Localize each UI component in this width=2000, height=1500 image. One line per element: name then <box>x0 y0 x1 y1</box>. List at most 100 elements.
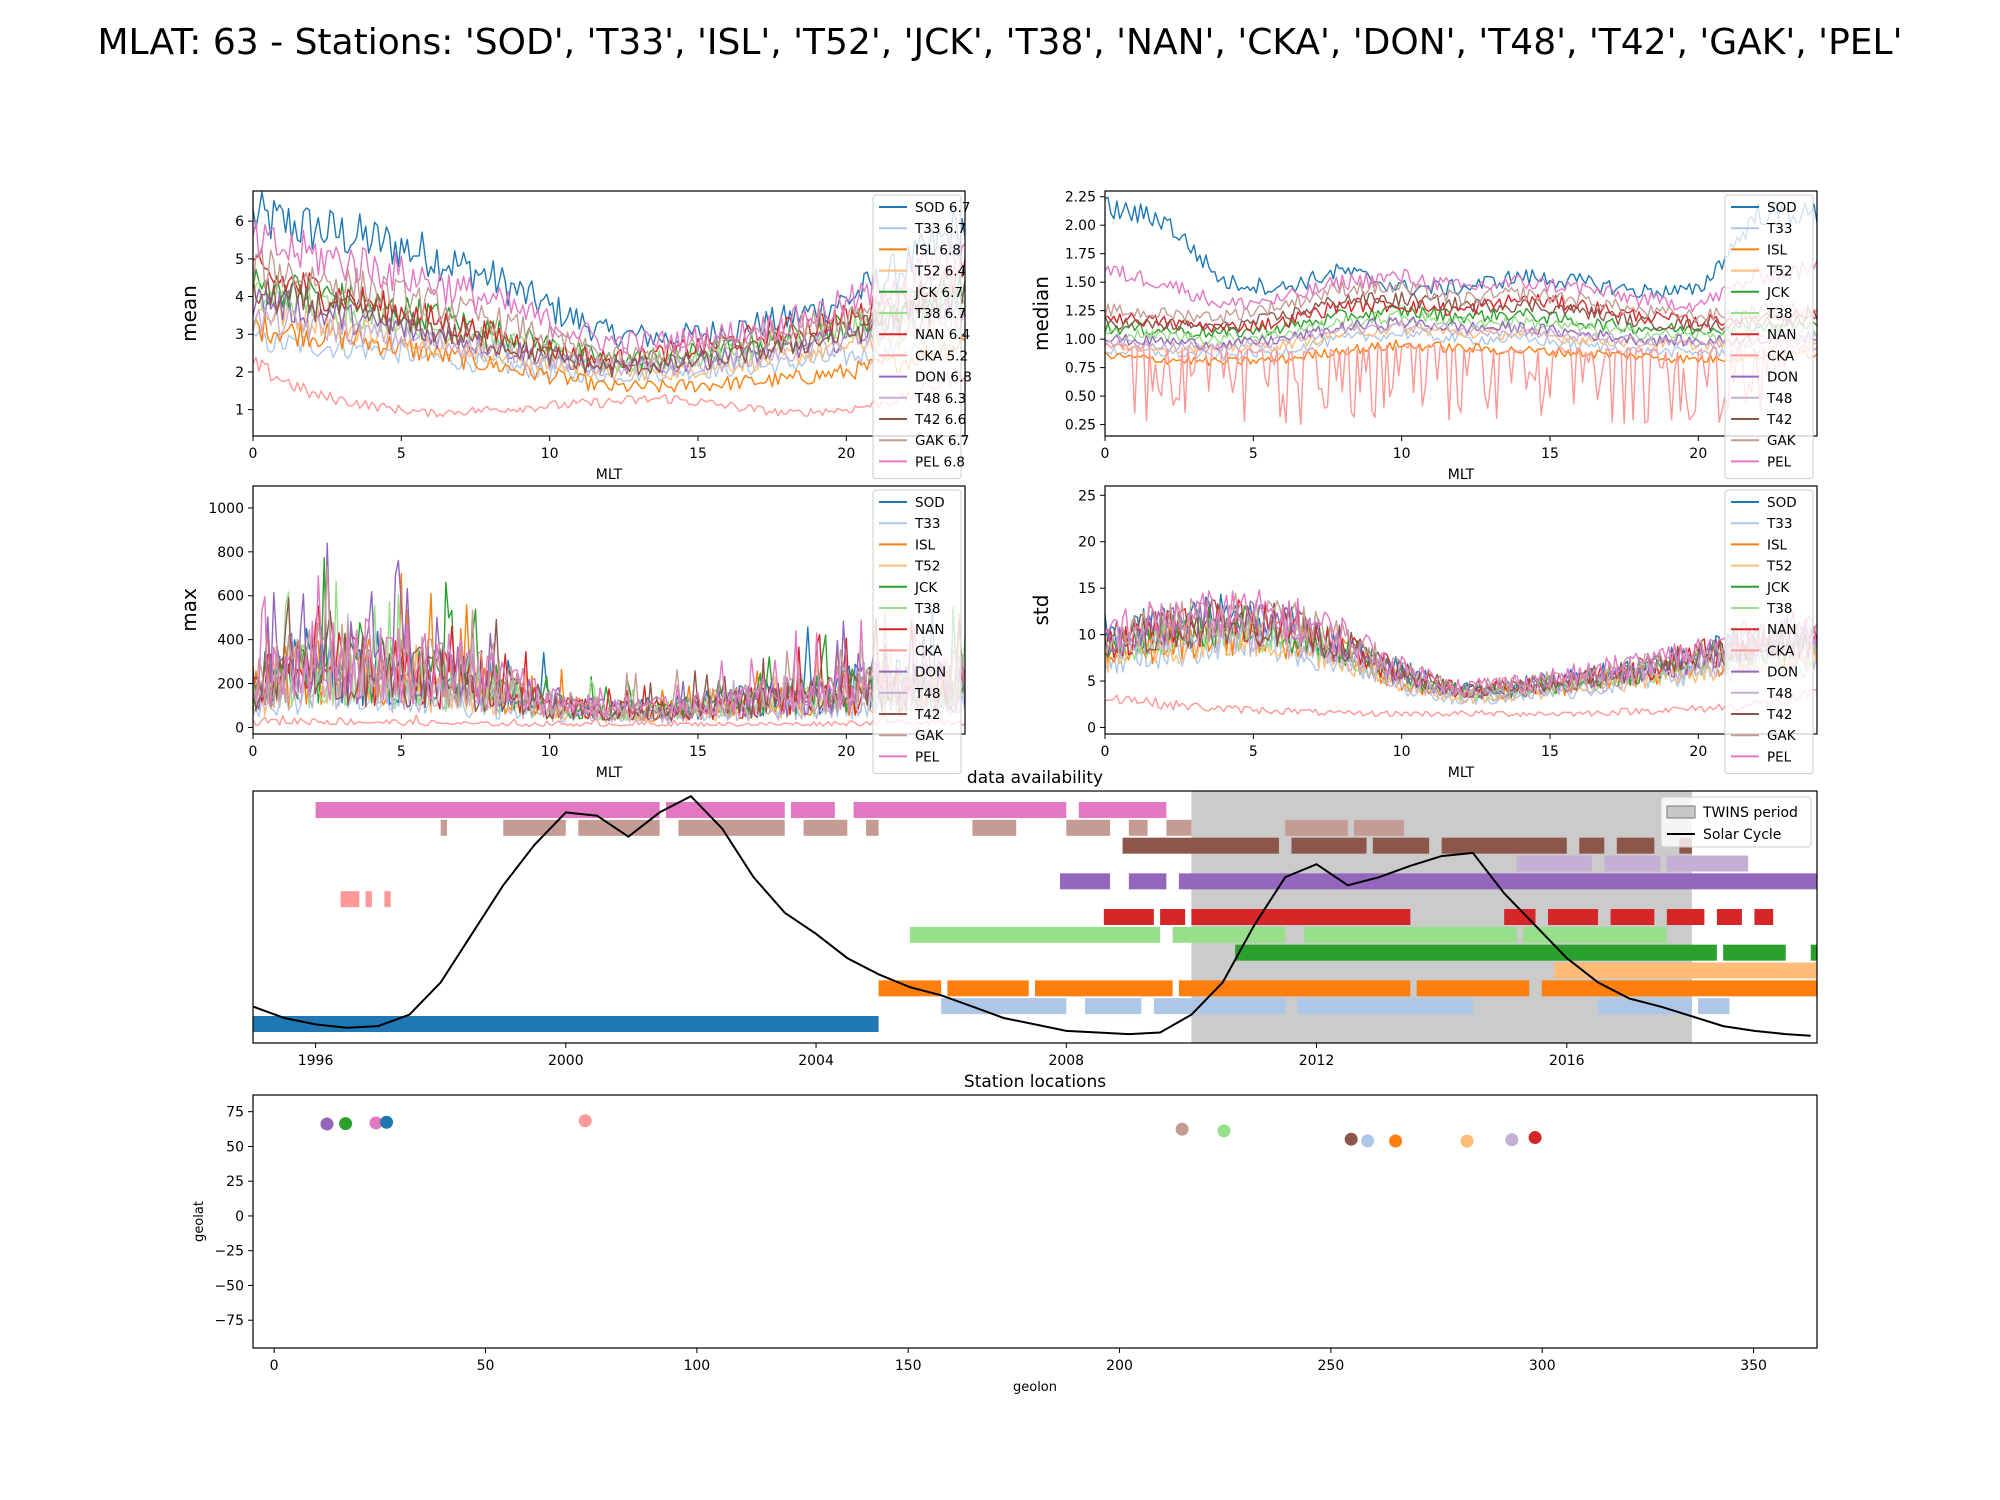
legend-label: ISL 6.8 <box>915 242 961 258</box>
series-line-SOD <box>1105 196 1817 299</box>
legend-label: CKA <box>915 643 943 659</box>
solar-cycle-line <box>253 794 1811 1037</box>
legend-swatch-twins <box>1666 805 1696 819</box>
panel-median-axes: 0 5 10 15 20 0.25 0.50 0.75 1.00 1.25 1.50 1.75 2.00… <box>1029 190 1818 483</box>
y-tick-label: 6 <box>235 214 244 230</box>
legend-label: T52 <box>1766 264 1792 280</box>
x-axis-label: MLT <box>1448 467 1475 483</box>
y-tick-label: 75 <box>226 1105 244 1121</box>
series-line-T48 <box>253 306 965 377</box>
series-line-NAN <box>253 254 965 372</box>
availability-bar-GAK <box>1128 819 1148 836</box>
y-tick-label: 0.50 <box>1065 389 1096 405</box>
y-tick-label: 2.25 <box>1065 190 1096 206</box>
legend-label: T52 6.4 <box>914 264 966 280</box>
panel-locations-axes: 0 50 100 150 200 250 300 350 −75 −50 −25 0 25 50 75 Sta… <box>192 1072 1818 1395</box>
y-tick-label: 1.00 <box>1065 332 1096 348</box>
y-tick-label: 200 <box>217 677 244 693</box>
availability-bar-CKA <box>365 891 372 908</box>
legend-label: JCK <box>1766 285 1790 301</box>
mean-legend: SOD 6.7 T33 6.7 ISL 6.8 T52 6.4 JCK 6.7 T38 6… <box>872 194 972 480</box>
x-tick-label: 20 <box>837 446 855 462</box>
x-tick-label: 2016 <box>1549 1053 1585 1069</box>
legend-label: T33 <box>914 516 940 532</box>
y-axis-label: std <box>1029 595 1053 626</box>
availability-bar-T33 <box>941 998 1067 1015</box>
y-tick-label: 1.75 <box>1065 247 1096 263</box>
legend-label: JCK <box>914 580 938 596</box>
x-tick-label: 15 <box>1541 446 1559 462</box>
availability-bar-T33 <box>1297 998 1473 1015</box>
x-tick-label: 15 <box>1541 744 1559 760</box>
availability-bar-JCK <box>1723 944 1786 961</box>
x-tick-label: 2004 <box>798 1053 834 1069</box>
y-tick-label: −25 <box>214 1244 244 1260</box>
legend-label: T42 <box>914 707 940 723</box>
x-tick-label: 5 <box>1249 744 1258 760</box>
availability-bar-T42 <box>1372 837 1430 854</box>
x-tick-label: 200 <box>1106 1358 1133 1374</box>
availability-bar-GAK <box>503 819 566 836</box>
legend-label: NAN <box>1767 622 1796 638</box>
x-tick-label: 300 <box>1529 1358 1556 1374</box>
legend-label: ISL <box>915 537 936 553</box>
availability-bar-JCK <box>1810 944 1817 961</box>
axes-frame <box>1104 190 1818 437</box>
series-line-NAN <box>1105 293 1817 333</box>
x-tick-label: 2008 <box>1048 1053 1084 1069</box>
panel-max-axes: 0 5 10 15 2002004006008001000MLTmaxSODT33ISL… <box>177 485 966 781</box>
legend-label: SOD <box>915 495 945 511</box>
std-legend: SOD T33 ISL T52 JCK T38 NAN CKA DON T48 T42 GAK PEL <box>1724 489 1814 775</box>
availability-bar-GAK <box>1066 819 1111 836</box>
availability-title: data availability <box>967 768 1103 788</box>
legend-label: T48 <box>1766 391 1792 407</box>
series-line-T52 <box>253 301 965 382</box>
y-tick-label: 25 <box>226 1174 244 1190</box>
legend-label: PEL 6.8 <box>915 454 965 470</box>
y-tick-label: −50 <box>214 1278 244 1294</box>
legend-label: SOD 6.7 <box>915 200 970 216</box>
availability-bar-T38 <box>1172 926 1286 943</box>
availability-plot-area <box>253 791 1817 1043</box>
y-tick-label: 800 <box>217 545 244 561</box>
series-line-DON <box>253 542 965 722</box>
legend-label: PEL <box>1767 749 1792 765</box>
availability-bar-GAK <box>678 819 785 836</box>
availability-bar-PEL <box>1078 802 1167 818</box>
y-tick-label: 0.75 <box>1065 361 1096 377</box>
legend-label: T42 <box>1766 412 1792 428</box>
y-tick-label: 600 <box>217 589 244 605</box>
availability-bar-DON <box>1060 873 1111 890</box>
y-tick-label: 5 <box>235 252 244 268</box>
x-tick-label: 2000 <box>548 1053 584 1069</box>
y-axis-label: mean <box>177 285 201 342</box>
x-tick-label: 5 <box>1249 446 1258 462</box>
availability-bar-GAK <box>440 819 447 836</box>
series-line-JCK <box>253 557 965 721</box>
station-point-SOD <box>380 1115 394 1129</box>
x-tick-label: 10 <box>541 446 559 462</box>
station-point-T33 <box>1361 1134 1375 1148</box>
series-line-PEL <box>253 219 965 355</box>
series-line-JCK <box>1105 305 1817 338</box>
axes-frame <box>252 485 966 735</box>
series-line-T42 <box>253 597 965 722</box>
x-tick-label: 20 <box>837 744 855 760</box>
locations-title: Station locations <box>964 1072 1106 1092</box>
legend-label: DON <box>915 665 946 681</box>
legend-label: DON 6.8 <box>915 370 972 386</box>
mean-series-group <box>253 191 965 418</box>
availability-bar-T38 <box>1522 926 1667 943</box>
availability-bar-NAN <box>1191 909 1411 925</box>
y-tick-label: 1000 <box>208 501 244 517</box>
x-axis-label: geolon <box>1013 1380 1057 1395</box>
legend-label: CKA <box>1767 643 1795 659</box>
series-line-GAK <box>253 565 965 721</box>
availability-bar-T42 <box>1579 837 1605 854</box>
availability-bar-T42 <box>1441 837 1567 854</box>
availability-bar-T33 <box>1698 998 1730 1015</box>
x-tick-label: 100 <box>683 1358 710 1374</box>
station-point-T52 <box>1460 1134 1474 1148</box>
x-tick-label: 10 <box>1393 744 1411 760</box>
